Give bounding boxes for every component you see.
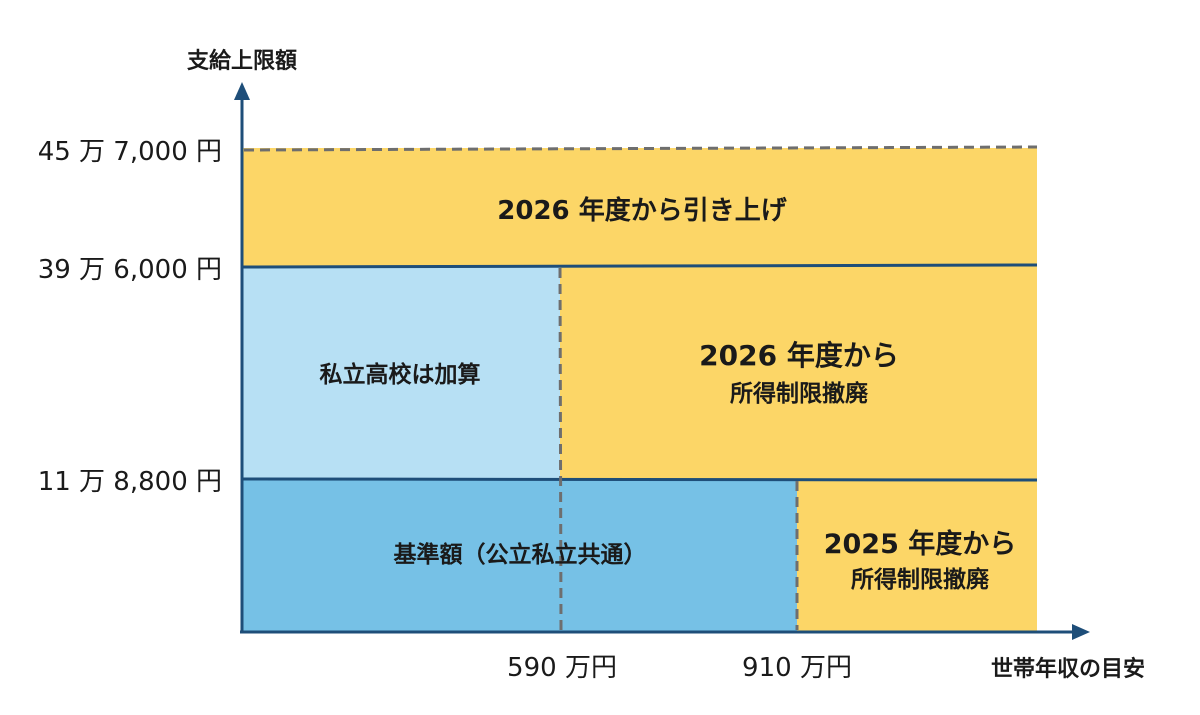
x-tick-label: 910 万円 — [742, 653, 852, 683]
divider-396000 — [241, 263, 1038, 269]
dashed-top-457000 — [243, 145, 1038, 152]
label-private-add: 私立高校は加算 — [320, 361, 481, 388]
region-private-add — [242, 266, 560, 479]
y-tick-label: 39 万 6,000 円 — [38, 255, 222, 285]
divider-118800 — [241, 477, 1038, 482]
region-base-amount — [242, 479, 797, 631]
label-abolish-2026-line1: 2026 年度から — [699, 339, 899, 372]
y-axis-title: 支給上限額 — [187, 48, 297, 74]
label-raise-2026: 2026 年度から引き上げ — [497, 195, 787, 226]
y-tick-label: 45 万 7,000 円 — [38, 137, 222, 167]
label-base-amount: 基準額（公立私立共通） — [394, 541, 647, 568]
region-abolish-2025 — [797, 479, 1037, 631]
y-tick-label: 11 万 8,800 円 — [38, 467, 222, 497]
x-tick-label: 590 万円 — [507, 653, 617, 683]
region-raise-2026 — [242, 148, 1037, 266]
label-abolish-2025-line1: 2025 年度から — [824, 528, 1017, 560]
label-abolish-2026-line2: 所得制限撤廃 — [730, 380, 869, 407]
x-axis-title: 世帯年収の目安 — [991, 656, 1145, 682]
x-axis-arrow-icon — [1072, 624, 1090, 640]
dashed-590 — [558, 267, 563, 631]
region-abolish-2026 — [560, 266, 1037, 479]
label-abolish-2025-line2: 所得制限撤廃 — [851, 566, 990, 593]
y-axis-arrow-icon — [234, 82, 250, 100]
